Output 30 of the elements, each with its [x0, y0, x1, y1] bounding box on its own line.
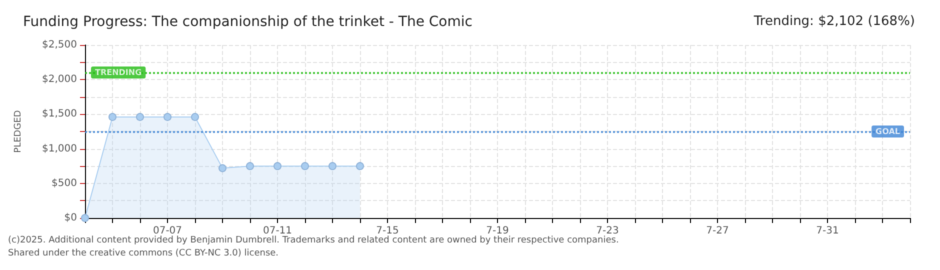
y-tick-label: $2,000 — [42, 74, 77, 86]
ref-line-label: TRENDING — [95, 68, 142, 78]
chart-subtitle: Trending: $2,102 (168%) — [752, 14, 915, 29]
text: Shared under the creative commons (CC BY-NC 3.0) license. — [8, 248, 279, 258]
x-tick-label: 07-11 — [262, 226, 292, 236]
y-tick-label: $1,500 — [42, 108, 77, 120]
point — [301, 162, 309, 170]
y-tick-label: $2,500 — [42, 40, 77, 50]
y-axis-title: PLEDGED — [14, 110, 24, 153]
chart-title: Funding Progress: The companionship of the trinket - The Comic — [23, 14, 472, 30]
text: (c)2025. Additional content provided by Benjamin Dumbrell. Trademarks and related content are owned by their respective companies. — [8, 236, 619, 246]
point — [136, 112, 144, 121]
y-tick-label: $500 — [52, 178, 77, 189]
x-tick-label: 7-27 — [706, 226, 729, 236]
x-tick-label: 7-23 — [596, 226, 619, 236]
point — [218, 164, 226, 172]
x-tick-label: 7-15 — [376, 226, 399, 236]
point — [108, 112, 116, 121]
point — [246, 162, 254, 170]
ref-line-label: GOAL — [876, 127, 900, 136]
point — [274, 162, 282, 170]
y-tick-label: $1,000 — [42, 143, 77, 154]
x-tick-label: 07-07 — [152, 226, 182, 236]
point — [356, 162, 364, 170]
y-tick-label: $0 — [64, 212, 77, 224]
x-tick-label: 7-31 — [816, 226, 839, 236]
x-tick-label: 7-19 — [486, 226, 509, 236]
point — [164, 112, 172, 121]
point — [328, 162, 336, 170]
point — [191, 112, 199, 121]
